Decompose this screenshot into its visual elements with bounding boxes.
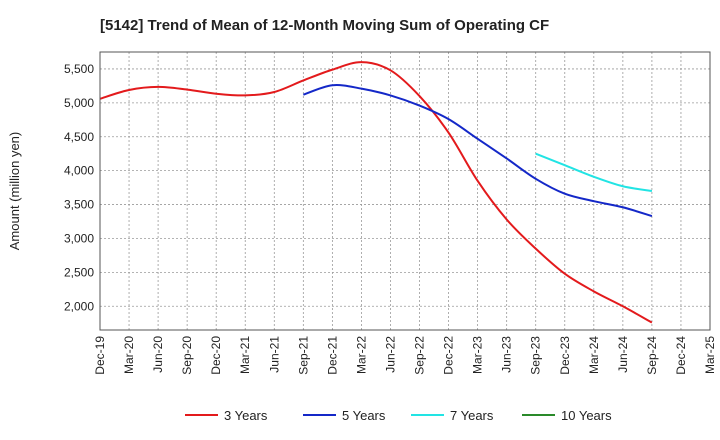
x-tick-label: Sep-22 xyxy=(413,336,427,375)
x-tick-label: Mar-22 xyxy=(354,336,368,374)
y-tick-label: 2,500 xyxy=(64,265,94,279)
series-lines xyxy=(99,61,653,324)
legend-label: 5 Years xyxy=(342,408,386,423)
plot-frame xyxy=(99,51,711,331)
legend: 3 Years 5 Years 7 Years 10 Years xyxy=(185,408,612,423)
x-tick-label: Jun-21 xyxy=(267,336,281,373)
y-tick-label: 3,500 xyxy=(64,198,94,212)
y-tick-label: 4,000 xyxy=(64,164,94,178)
x-tick-label: Dec-20 xyxy=(209,336,223,375)
x-tick-label: Jun-24 xyxy=(616,336,630,373)
x-tick-label: Dec-21 xyxy=(325,336,339,375)
x-tick-label: Jun-22 xyxy=(383,336,397,373)
y-tick-label: 4,500 xyxy=(64,130,94,144)
x-tick-label: Dec-19 xyxy=(93,336,107,375)
x-tick-label: Sep-21 xyxy=(296,336,310,375)
x-tick-label: Dec-22 xyxy=(442,336,456,375)
series-line-7-years xyxy=(535,152,653,192)
y-tick-label: 2,000 xyxy=(64,299,94,313)
legend-label: 7 Years xyxy=(450,408,494,423)
x-tick-label: Mar-25 xyxy=(703,336,717,374)
grid xyxy=(99,52,711,330)
y-tick-label: 3,000 xyxy=(64,231,94,245)
x-tick-label: Mar-20 xyxy=(122,336,136,374)
x-tick-label: Mar-24 xyxy=(587,336,601,374)
x-tick-label: Sep-24 xyxy=(645,336,659,375)
legend-label: 3 Years xyxy=(224,408,268,423)
x-tick-label: Dec-23 xyxy=(558,336,572,375)
y-axis-ticks: 2,000 2,500 3,000 3,500 4,000 4,500 5,000 5,500 xyxy=(64,62,94,313)
x-tick-label: Mar-21 xyxy=(238,336,252,374)
chart-title: [5142] Trend of Mean of 12-Month Moving … xyxy=(100,17,549,34)
x-tick-label: Dec-24 xyxy=(674,336,688,375)
y-tick-label: 5,500 xyxy=(64,62,94,76)
x-tick-label: Jun-20 xyxy=(151,336,165,373)
x-tick-label: Jun-23 xyxy=(500,336,514,373)
x-tick-label: Mar-23 xyxy=(471,336,485,374)
legend-label: 10 Years xyxy=(561,408,612,423)
series-line-5-years xyxy=(303,84,653,218)
x-tick-label: Sep-23 xyxy=(529,336,543,375)
series-line-3-years xyxy=(99,61,653,324)
y-axis-label: Amount (million yen) xyxy=(7,132,22,251)
y-tick-label: 5,000 xyxy=(64,96,94,110)
x-tick-label: Sep-20 xyxy=(180,336,194,375)
x-axis-ticks: Dec-19 Mar-20 Jun-20 Sep-20 Dec-20 Mar-21 Jun-… xyxy=(93,336,717,375)
